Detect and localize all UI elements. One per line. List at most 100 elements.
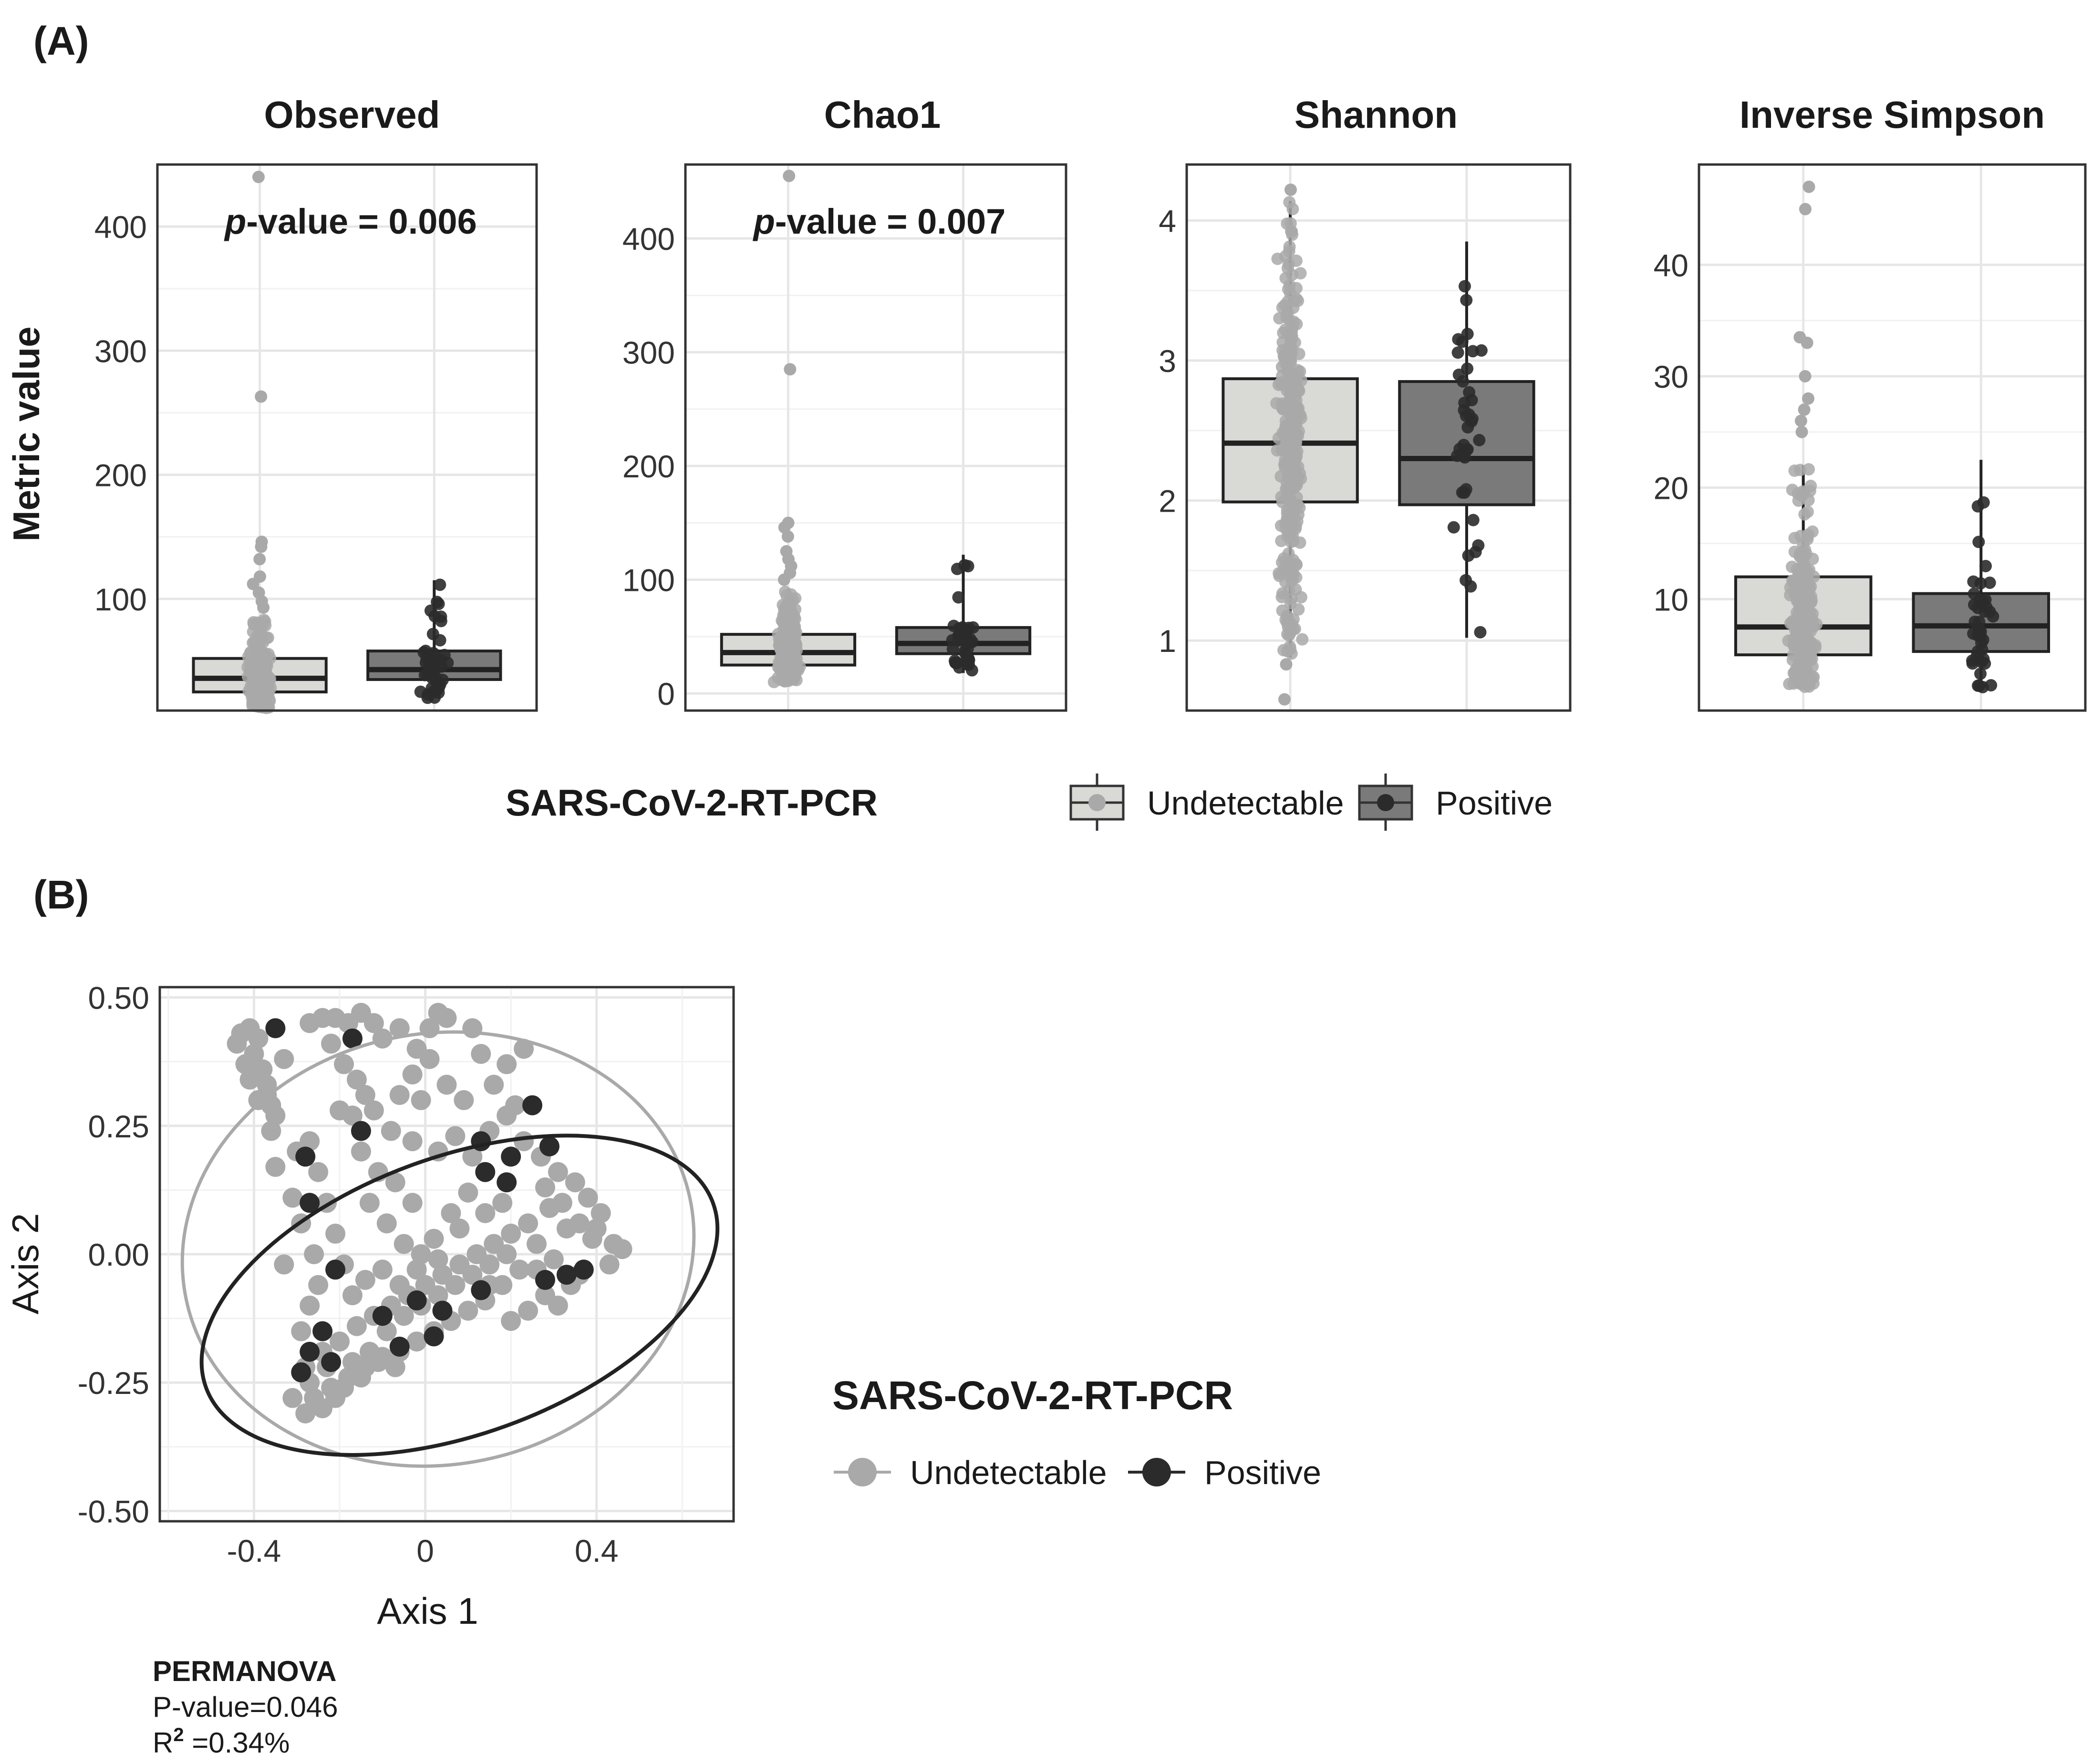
undetectable-outlier (1799, 370, 1812, 382)
undetectable-point (1285, 225, 1298, 238)
undetectable-point (351, 1367, 371, 1388)
undetectable-point (385, 1172, 405, 1193)
undetectable-point (1276, 604, 1289, 617)
undetectable-point (1290, 318, 1303, 330)
undetectable-point (295, 1403, 316, 1424)
positive-point (1460, 444, 1473, 456)
positive-point (535, 1269, 555, 1290)
panel-title: Inverse Simpson (1740, 93, 2045, 136)
positive-point (342, 1028, 362, 1049)
ytick-label: 300 (622, 335, 675, 371)
undetectable-point (1787, 667, 1800, 680)
positive-point (424, 1326, 444, 1347)
undetectable-point (509, 1259, 530, 1280)
undetectable-point (514, 1039, 534, 1059)
panel-label-b: (B) (33, 872, 89, 917)
positive-point (1979, 559, 1992, 572)
undetectable-point (518, 1300, 539, 1321)
positive-point (1461, 362, 1474, 375)
undetectable-point (484, 1074, 504, 1095)
undetectable-point (1294, 536, 1306, 549)
undetectable-point (1290, 571, 1303, 584)
undetectable-point (282, 1187, 303, 1208)
ytick-label: 20 (1654, 471, 1688, 506)
ytick-label: 40 (1654, 248, 1688, 283)
permanova-r2-base: R (153, 1727, 173, 1759)
undetectable-point (325, 1223, 346, 1244)
positive-point (573, 1259, 594, 1280)
undetectable-point (1292, 402, 1305, 415)
undetectable-point (436, 1074, 457, 1095)
undetectable-point (334, 1378, 354, 1398)
permanova-pvalue: P-value=0.046 (153, 1691, 338, 1723)
undetectable-point (227, 1033, 247, 1054)
undetectable-point (308, 1162, 329, 1182)
undetectable-point (445, 1275, 466, 1295)
shannon-boxplot: Shannon 1 2 3 4 (1159, 93, 1572, 712)
positive-point (1983, 576, 1996, 589)
positive-point (432, 1300, 453, 1321)
undetectable-point (1279, 250, 1292, 263)
undetectable-point (590, 1203, 611, 1223)
undetectable-point (342, 1352, 362, 1372)
undetectable-point (247, 616, 260, 629)
plot-frame (1698, 163, 2087, 712)
positive-point (556, 1265, 577, 1285)
undetectable-outlier (1278, 693, 1291, 706)
undetectable-point (1798, 508, 1811, 521)
undetectable-point (330, 1100, 350, 1121)
plot-frame (684, 163, 1067, 712)
positive-point (471, 1280, 491, 1300)
undetectable-point (777, 609, 790, 622)
undetectable-point (497, 1105, 517, 1126)
panel-title: Chao1 (824, 93, 941, 136)
positive-point (1966, 657, 1979, 670)
positive-point (497, 1172, 517, 1193)
undetectable-point (259, 615, 271, 628)
undetectable-point (1788, 546, 1801, 558)
undetectable-outlier (1795, 425, 1808, 438)
undetectable-point (368, 1352, 388, 1372)
positive-point (958, 645, 971, 658)
undetectable-outlier (1801, 336, 1813, 349)
legend-a-positive-key (1358, 774, 1413, 831)
positive-point (956, 621, 969, 634)
undetectable-point (1295, 591, 1307, 604)
ytick-label: 0 (657, 676, 675, 712)
undetectable-point (449, 1218, 470, 1239)
undetectable-point (1793, 596, 1806, 609)
positive-point (965, 664, 978, 677)
undetectable-point (535, 1177, 555, 1197)
legend-a: SARS-CoV-2-RT-PCR Undetectable Positive (506, 774, 1553, 831)
undetectable-point (363, 1100, 384, 1121)
undetectable-point (565, 1172, 585, 1193)
positive-point (425, 671, 438, 684)
ytick-label: 0.50 (88, 980, 149, 1016)
undetectable-point (1290, 372, 1303, 385)
undetectable-point (1275, 590, 1288, 603)
undetectable-point (497, 1244, 517, 1264)
panel-label-a: (A) (33, 19, 89, 63)
pvalue-annotation-text: -value = 0.007 (775, 202, 1005, 241)
positive-point (325, 1259, 346, 1280)
undetectable-point (1285, 647, 1298, 660)
undetectable-point (1290, 479, 1303, 492)
undetectable-point (548, 1162, 568, 1182)
undetectable-point (1282, 547, 1295, 560)
undetectable-outlier (252, 171, 265, 184)
ytick-label: 400 (94, 209, 147, 245)
ytick-label: 400 (622, 221, 675, 257)
undetectable-point (479, 1254, 500, 1275)
positive-point (422, 688, 435, 701)
positive-point (1447, 521, 1460, 534)
inverse-simpson-boxplot: Inverse Simpson 10 20 30 40 (1654, 93, 2087, 712)
positive-point (431, 596, 444, 609)
undetectable-point (274, 1254, 294, 1275)
undetectable-point (359, 1193, 380, 1213)
undetectable-point (1794, 626, 1807, 639)
positive-point (475, 1162, 496, 1182)
positive-point (1977, 594, 1989, 607)
undetectable-point (1790, 616, 1802, 629)
undetectable-point (251, 694, 264, 707)
